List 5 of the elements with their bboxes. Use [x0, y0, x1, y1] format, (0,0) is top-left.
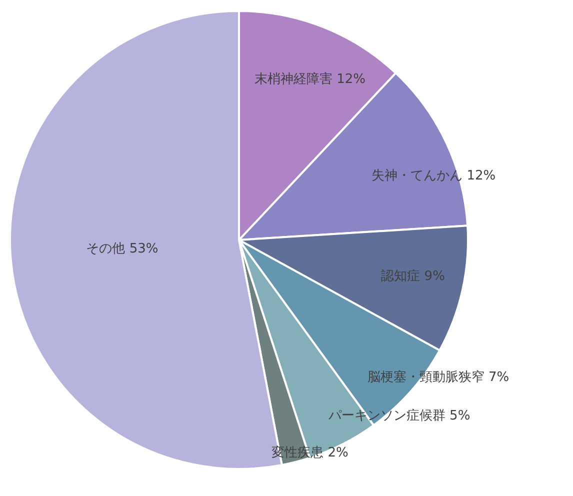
slice-label: 脳梗塞・頸動脈狭窄 7%	[367, 368, 510, 385]
slice-label: その他 53%	[86, 242, 158, 257]
slice-label: パーキンソン症候群 5%	[327, 408, 470, 424]
slice-label: 認知症 9%	[381, 269, 445, 284]
slice-label: 末梢神経障害 12%	[254, 71, 366, 88]
